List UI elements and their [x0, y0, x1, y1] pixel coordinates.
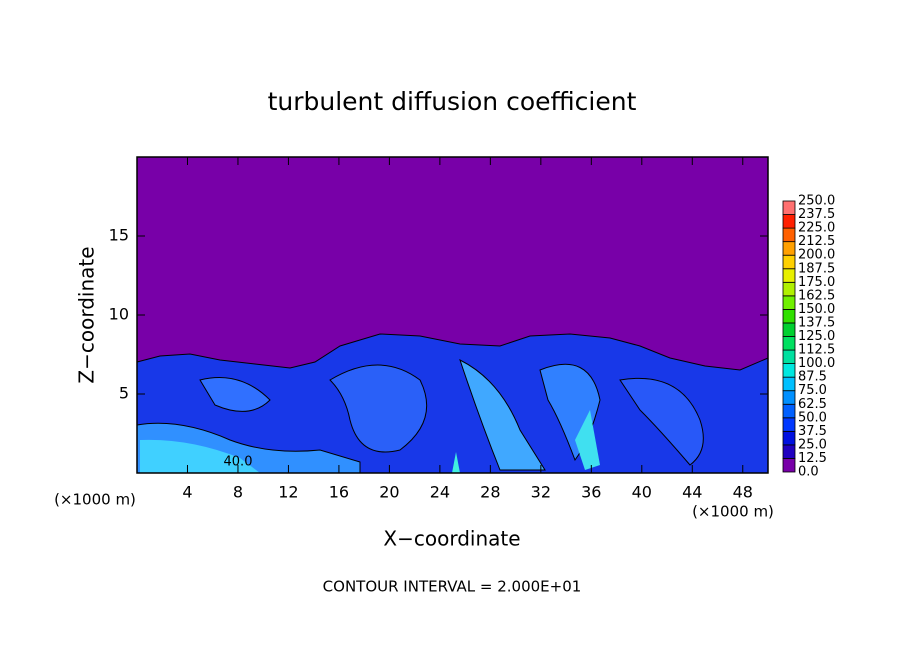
x-tick-label: 36 [581, 483, 601, 502]
colorbar-box [782, 254, 796, 270]
colorbar-label: 200.0 [798, 248, 835, 263]
patch [452, 452, 460, 473]
colorbar-box [782, 363, 796, 378]
swirl [329, 364, 428, 453]
colorbar-label: 50.0 [798, 410, 827, 425]
patch [140, 439, 260, 473]
colorbar-label: 62.5 [798, 397, 827, 412]
colorbar-label: 37.5 [798, 424, 827, 439]
x-axis-label: X−coordinate [383, 527, 520, 551]
x-tick-label: 44 [682, 483, 702, 502]
colorbar-label: 100.0 [798, 356, 835, 371]
colorbar-box [782, 349, 796, 364]
colorbar-label: 75.0 [798, 383, 827, 398]
y-tick-label: 15 [109, 226, 129, 245]
y-tick-label: 10 [109, 305, 129, 324]
colorbar-box [782, 336, 796, 351]
x-tick-label: 40 [632, 483, 652, 502]
x-unit: (×1000 m) [54, 491, 136, 509]
colorbar-box [782, 281, 796, 297]
x-tick-label: 12 [278, 483, 298, 502]
colorbar-box [782, 417, 796, 432]
colorbar-label: 137.5 [798, 315, 835, 330]
colorbar-label: 237.5 [798, 207, 835, 222]
colorbar-label: 162.5 [798, 288, 835, 303]
colorbar-box [782, 390, 796, 405]
x-tick-label: 20 [379, 483, 399, 502]
x-unit: (×1000 m) [692, 503, 774, 521]
colorbar-label: 250.0 [798, 194, 835, 209]
colorbar-label: 12.5 [798, 451, 827, 466]
colorbar-label: 87.5 [798, 370, 827, 385]
swirl [619, 377, 704, 466]
contour-label: 40.0 [224, 455, 253, 470]
colorbar-box [782, 430, 796, 446]
x-tick-label: 24 [430, 483, 450, 502]
colorbar-label: 25.0 [798, 437, 827, 452]
colorbar-box [782, 295, 796, 310]
swirl [459, 359, 546, 471]
colorbar-label: 175.0 [798, 275, 835, 290]
chart-title: turbulent diffusion coefficient [268, 87, 637, 116]
colorbar-box [782, 308, 796, 324]
colorbar-label: 125.0 [798, 329, 835, 344]
colorbar-label: 225.0 [798, 221, 835, 236]
y-tick-label: 5 [119, 384, 129, 403]
x-tick-label: 48 [733, 483, 753, 502]
colorbar-box [782, 322, 796, 337]
colorbar-label: 0.0 [798, 465, 819, 480]
colorbar-box [782, 200, 796, 215]
footnote: CONTOUR INTERVAL = 2.000E+01 [323, 578, 582, 596]
colorbar-label: 150.0 [798, 302, 835, 317]
colorbar-label: 212.5 [798, 234, 835, 249]
colorbar-box [782, 241, 796, 256]
field [136, 157, 769, 474]
colorbar-box [782, 444, 796, 459]
colorbar-box [782, 376, 796, 392]
y-axis-label: Z−coordinate [75, 246, 99, 383]
colorbar-label: 112.5 [798, 343, 835, 358]
colorbar-box [782, 214, 796, 229]
x-tick-label: 8 [233, 483, 243, 502]
colorbar-box [782, 458, 796, 473]
swirl [575, 410, 600, 470]
colorbar-box [782, 403, 796, 419]
colorbar-label: 187.5 [798, 261, 835, 276]
x-tick-label: 4 [182, 483, 192, 502]
x-tick-label: 28 [480, 483, 500, 502]
colorbar-box [782, 227, 796, 243]
x-tick-label: 16 [329, 483, 349, 502]
turbulent-layer [136, 333, 769, 474]
swirl [199, 377, 271, 412]
x-tick-label: 32 [531, 483, 551, 502]
colorbar-box [782, 268, 796, 283]
